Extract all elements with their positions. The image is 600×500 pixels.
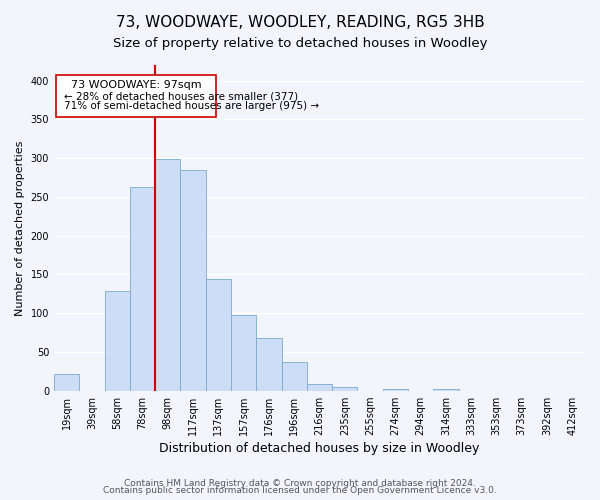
Bar (181, 170, 206, 390)
Bar (104, 292, 130, 390)
Bar (332, 387, 358, 390)
Text: Contains public sector information licensed under the Open Government Licence v3: Contains public sector information licen… (103, 486, 497, 495)
Y-axis label: Number of detached properties: Number of detached properties (15, 140, 25, 316)
Text: 73 WOODWAYE: 97sqm: 73 WOODWAYE: 97sqm (71, 80, 202, 90)
Bar (307, 384, 332, 390)
Text: 71% of semi-detached houses are larger (975) →: 71% of semi-detached houses are larger (… (64, 101, 320, 111)
Bar (383, 389, 408, 390)
X-axis label: Distribution of detached houses by size in Woodley: Distribution of detached houses by size … (160, 442, 480, 455)
Bar (256, 338, 281, 390)
Bar (281, 362, 307, 390)
Bar (54, 374, 79, 390)
FancyBboxPatch shape (56, 75, 216, 117)
Bar (433, 389, 458, 390)
Bar (206, 279, 231, 390)
Bar (155, 159, 181, 390)
Text: Size of property relative to detached houses in Woodley: Size of property relative to detached ho… (113, 38, 487, 51)
Text: ← 28% of detached houses are smaller (377): ← 28% of detached houses are smaller (37… (64, 92, 299, 102)
Bar (130, 186, 155, 390)
Text: Contains HM Land Registry data © Crown copyright and database right 2024.: Contains HM Land Registry data © Crown c… (124, 478, 476, 488)
Text: 73, WOODWAYE, WOODLEY, READING, RG5 3HB: 73, WOODWAYE, WOODLEY, READING, RG5 3HB (116, 15, 484, 30)
Bar (231, 314, 256, 390)
